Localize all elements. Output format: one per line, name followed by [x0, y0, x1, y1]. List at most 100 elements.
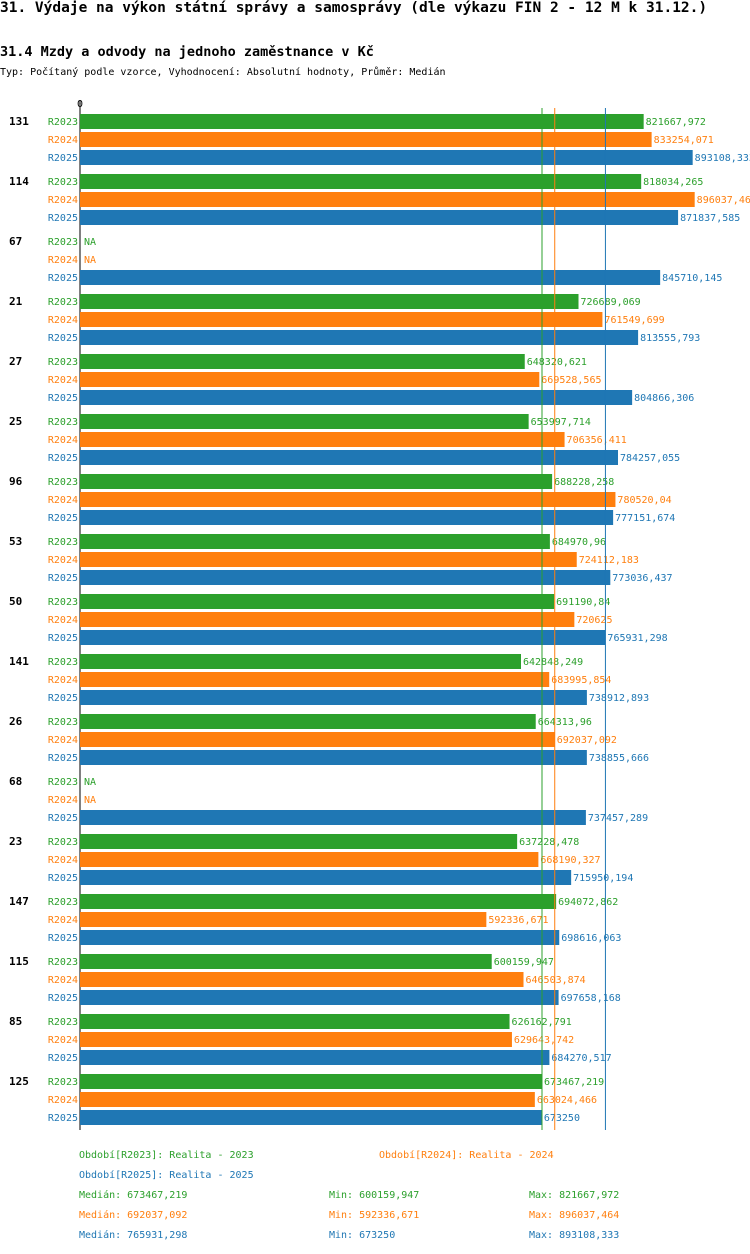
series-row-label: R2024	[48, 675, 78, 686]
bar-r2025	[80, 450, 619, 465]
series-row-label: R2023	[48, 177, 78, 188]
data-label: 592336,671	[488, 915, 548, 926]
bar-r2023	[80, 894, 557, 909]
data-label: 648320,621	[527, 357, 587, 368]
category-label: 96	[9, 475, 23, 488]
category-label: 25	[9, 415, 22, 428]
category-label: 67	[9, 235, 22, 248]
category-label: 27	[9, 355, 22, 368]
data-label: 698616,063	[561, 933, 621, 944]
bar-r2024	[80, 132, 652, 147]
series-row-label: R2023	[48, 417, 78, 428]
bar-r2024	[80, 372, 540, 387]
data-label: 813555,793	[640, 333, 700, 344]
series-row-label: R2024	[48, 255, 78, 266]
series-row-label: R2025	[48, 213, 78, 224]
category-label: 68	[9, 775, 22, 788]
na-label: NA	[84, 237, 96, 248]
data-label: 683995,854	[551, 675, 611, 686]
data-label: 738855,666	[589, 753, 649, 764]
series-row-label: R2024	[48, 375, 78, 386]
series-row-label: R2025	[48, 453, 78, 464]
data-label: 720625	[576, 615, 612, 626]
data-label: 804866,306	[634, 393, 694, 404]
data-label: 691190,84	[556, 597, 610, 608]
data-label: 765931,298	[607, 633, 667, 644]
series-row-label: R2023	[48, 897, 78, 908]
data-label: 896037,464	[697, 195, 750, 206]
series-row-label: R2025	[48, 813, 78, 824]
category-label: 114	[9, 175, 29, 188]
bar-r2023	[80, 954, 492, 969]
bar-r2025	[80, 330, 639, 345]
bar-r2025	[80, 870, 572, 885]
bar-r2025	[80, 810, 586, 825]
series-row-label: R2025	[48, 873, 78, 884]
series-row-label: R2024	[48, 195, 78, 206]
data-label: 642848,249	[523, 657, 583, 668]
data-label: 692037,092	[557, 735, 617, 746]
series-row-label: R2024	[48, 315, 78, 326]
series-row-label: R2023	[48, 837, 78, 848]
series-row-label: R2025	[48, 393, 78, 404]
series-row-label: R2024	[48, 735, 78, 746]
data-label: 694072,862	[558, 897, 618, 908]
data-label: 688228,258	[554, 477, 614, 488]
data-label: 669528,565	[541, 375, 601, 386]
bar-r2023	[80, 474, 553, 489]
series-row-label: R2024	[48, 495, 78, 506]
bar-r2025	[80, 750, 587, 765]
bar-r2025	[80, 510, 614, 525]
data-label: 673467,219	[544, 1077, 604, 1088]
series-row-label: R2024	[48, 555, 78, 566]
bar-r2023	[80, 594, 555, 609]
data-label: 737457,289	[588, 813, 648, 824]
data-label: 629643,742	[514, 1035, 574, 1046]
na-label: NA	[84, 795, 96, 806]
legend-median-r2023: Medián: 673467,219	[79, 1190, 188, 1201]
bar-r2023	[80, 834, 518, 849]
bar-r2023	[80, 354, 525, 369]
bar-r2024	[80, 492, 616, 507]
bar-r2025	[80, 1110, 542, 1125]
series-row-label: R2024	[48, 915, 78, 926]
bar-r2023	[80, 1014, 510, 1029]
x-tick-label: 0	[77, 99, 83, 110]
data-label: 818034,265	[643, 177, 703, 188]
bar-r2023	[80, 1074, 542, 1089]
data-label: 653997,714	[531, 417, 591, 428]
bar-r2023	[80, 714, 536, 729]
legend-max-r2025: Max: 893108,333	[529, 1230, 620, 1241]
bar-r2025	[80, 1050, 550, 1065]
series-row-label: R2024	[48, 795, 78, 806]
series-row-label: R2023	[48, 597, 78, 608]
legend-min-r2025: Min: 673250	[329, 1230, 396, 1241]
data-label: 663024,466	[537, 1095, 597, 1106]
legend-min-r2024: Min: 592336,671	[329, 1210, 420, 1221]
category-label: 85	[9, 1015, 22, 1028]
bar-r2024	[80, 192, 695, 207]
category-label: 131	[9, 115, 29, 128]
legend-median-r2025: Medián: 765931,298	[79, 1230, 188, 1241]
series-row-label: R2023	[48, 1017, 78, 1028]
category-label: 125	[9, 1075, 29, 1088]
data-label: 738912,893	[589, 693, 649, 704]
bar-r2024	[80, 672, 550, 687]
category-label: 50	[9, 595, 22, 608]
legend-period-r2025: Období[R2025]: Realita - 2025	[79, 1170, 254, 1181]
bar-r2023	[80, 534, 550, 549]
series-row-label: R2025	[48, 1053, 78, 1064]
data-label: 871837,585	[680, 213, 740, 224]
series-row-label: R2024	[48, 1095, 78, 1106]
legend-max-r2024: Max: 896037,464	[529, 1210, 620, 1221]
series-row-label: R2024	[48, 615, 78, 626]
bar-r2024	[80, 732, 555, 747]
category-label: 26	[9, 715, 23, 728]
bar-r2024	[80, 852, 539, 867]
legend-median-r2024: Medián: 692037,092	[79, 1210, 188, 1221]
bar-r2024	[80, 972, 524, 987]
bar-r2025	[80, 630, 606, 645]
bar-r2024	[80, 432, 565, 447]
category-label: 23	[9, 835, 22, 848]
series-row-label: R2025	[48, 573, 78, 584]
